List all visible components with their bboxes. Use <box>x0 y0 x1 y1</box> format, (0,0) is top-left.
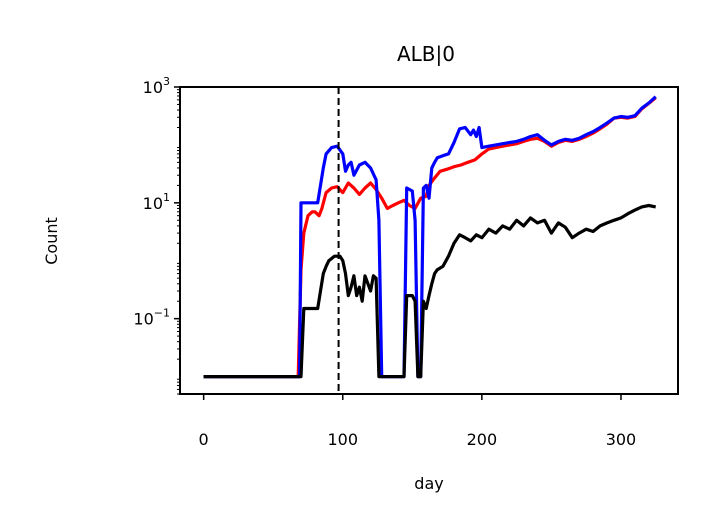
plot-frame <box>179 86 679 395</box>
y-axis-label: Count <box>42 217 61 265</box>
series-line-1 <box>203 96 657 379</box>
x-tick-label: 0 <box>199 430 209 449</box>
x-tick-label: 300 <box>606 430 637 449</box>
chart-title: ALB|0 <box>397 42 455 66</box>
series-line-3 <box>203 203 657 379</box>
x-axis-ticks: 0 100 200 300 <box>199 394 637 449</box>
x-tick-label: 200 <box>467 430 498 449</box>
series-layer <box>203 95 657 379</box>
series-line-2 <box>203 95 657 379</box>
x-tick-label: 100 <box>327 430 358 449</box>
y-tick-label: 101 <box>143 191 170 213</box>
y-tick-label: 10−1 <box>133 307 170 329</box>
y-tick-label: 103 <box>143 75 170 97</box>
x-axis-label: day <box>414 474 443 493</box>
y-axis-ticks: 10−1 101 103 <box>133 75 180 395</box>
